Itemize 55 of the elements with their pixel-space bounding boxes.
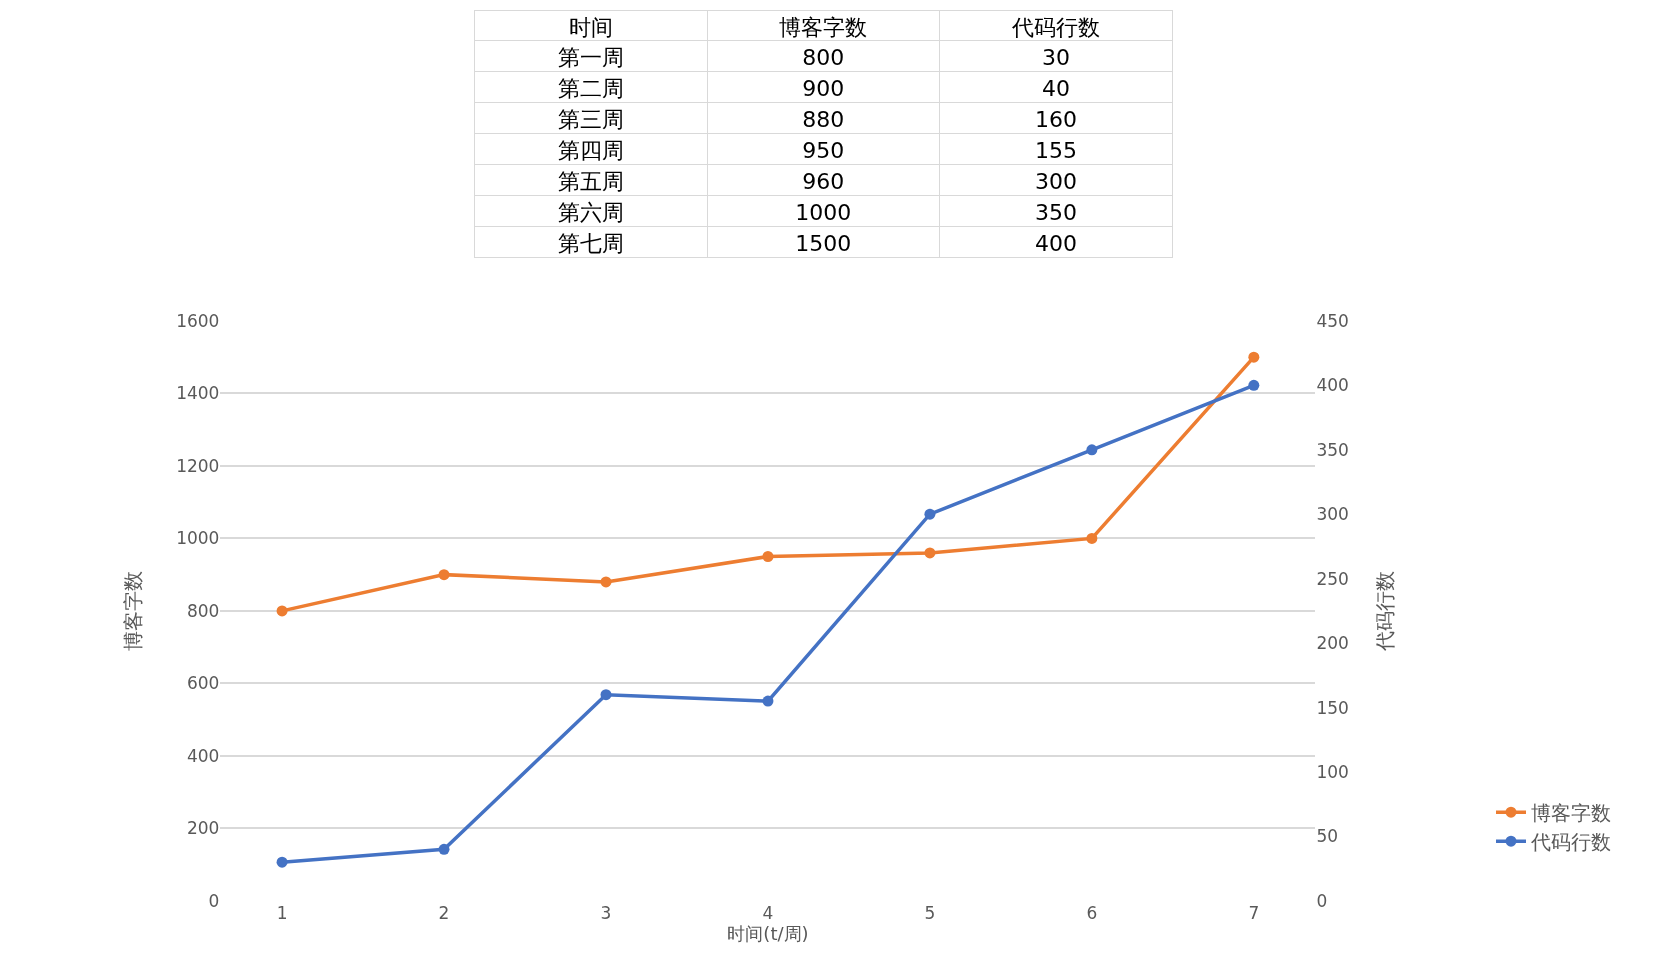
y2-tick-label: 400 — [1316, 375, 1349, 396]
y2-tick-label: 350 — [1316, 439, 1349, 460]
data-label: 350 — [1035, 199, 1078, 225]
y-tick-label: 400 — [186, 745, 220, 766]
y-axis-title: 博客字数 — [120, 570, 145, 651]
y-tick-label: 600 — [186, 673, 220, 694]
category-label: 第六周 — [557, 199, 624, 225]
category-label: 第五周 — [557, 168, 624, 194]
data-label: 155 — [1035, 137, 1078, 163]
x-tick-label: 6 — [1086, 902, 1098, 923]
x-tick-label: 5 — [924, 902, 936, 923]
category-label: 第二周 — [557, 75, 624, 101]
y2-tick-label: 100 — [1316, 761, 1349, 782]
data-label: 400 — [1035, 230, 1078, 256]
y2-tick-label: 200 — [1316, 633, 1349, 654]
y2-tick-label: 150 — [1316, 697, 1349, 718]
data-label: 30 — [1042, 44, 1071, 70]
data-label: 880 — [802, 106, 845, 132]
legend-label: 代码行数 — [1530, 829, 1611, 854]
y-tick-label: 800 — [186, 600, 220, 621]
y-tick-label: 1600 — [176, 310, 220, 331]
x-tick-label: 1 — [276, 902, 288, 923]
data-label: 160 — [1035, 106, 1078, 132]
y-tick-label: 1400 — [176, 383, 220, 404]
y2-tick-label: 0 — [1316, 890, 1328, 911]
data-label: 900 — [802, 75, 845, 101]
y-tick-label: 200 — [186, 818, 220, 839]
y-tick-label: 0 — [208, 890, 220, 911]
x-axis-title: 时间(t/周) — [727, 922, 809, 944]
x-tick-label: 7 — [1248, 902, 1260, 923]
x-tick-label: 3 — [600, 902, 612, 923]
y2-tick-label: 250 — [1316, 568, 1349, 589]
y2-tick-label: 450 — [1316, 310, 1349, 331]
text: 时间 — [568, 14, 613, 40]
data-label: 950 — [802, 137, 845, 163]
data-label: 1500 — [795, 230, 852, 256]
y-tick-label: 1000 — [176, 528, 220, 549]
data-label: 1000 — [795, 199, 852, 225]
y2-tick-label: 50 — [1316, 826, 1339, 847]
x-tick-label: 4 — [762, 902, 774, 923]
data-label: 300 — [1035, 168, 1078, 194]
category-label: 第一周 — [557, 44, 624, 70]
data-label: 40 — [1042, 75, 1071, 101]
series-label: 代码行数 — [1011, 14, 1101, 40]
category-label: 第三周 — [557, 106, 624, 132]
legend-label: 博客字数 — [1531, 800, 1611, 825]
y-tick-label: 1200 — [176, 455, 220, 476]
category-label: 第四周 — [557, 137, 624, 163]
data-label: 960 — [802, 168, 845, 194]
y2-tick-label: 300 — [1316, 504, 1349, 525]
y2-axis-title: 代码行数 — [1373, 570, 1398, 652]
x-tick-label: 2 — [438, 902, 450, 923]
text: 博客字数 — [779, 14, 868, 40]
data-label: 800 — [802, 44, 845, 70]
category-label: 第七周 — [557, 230, 624, 256]
